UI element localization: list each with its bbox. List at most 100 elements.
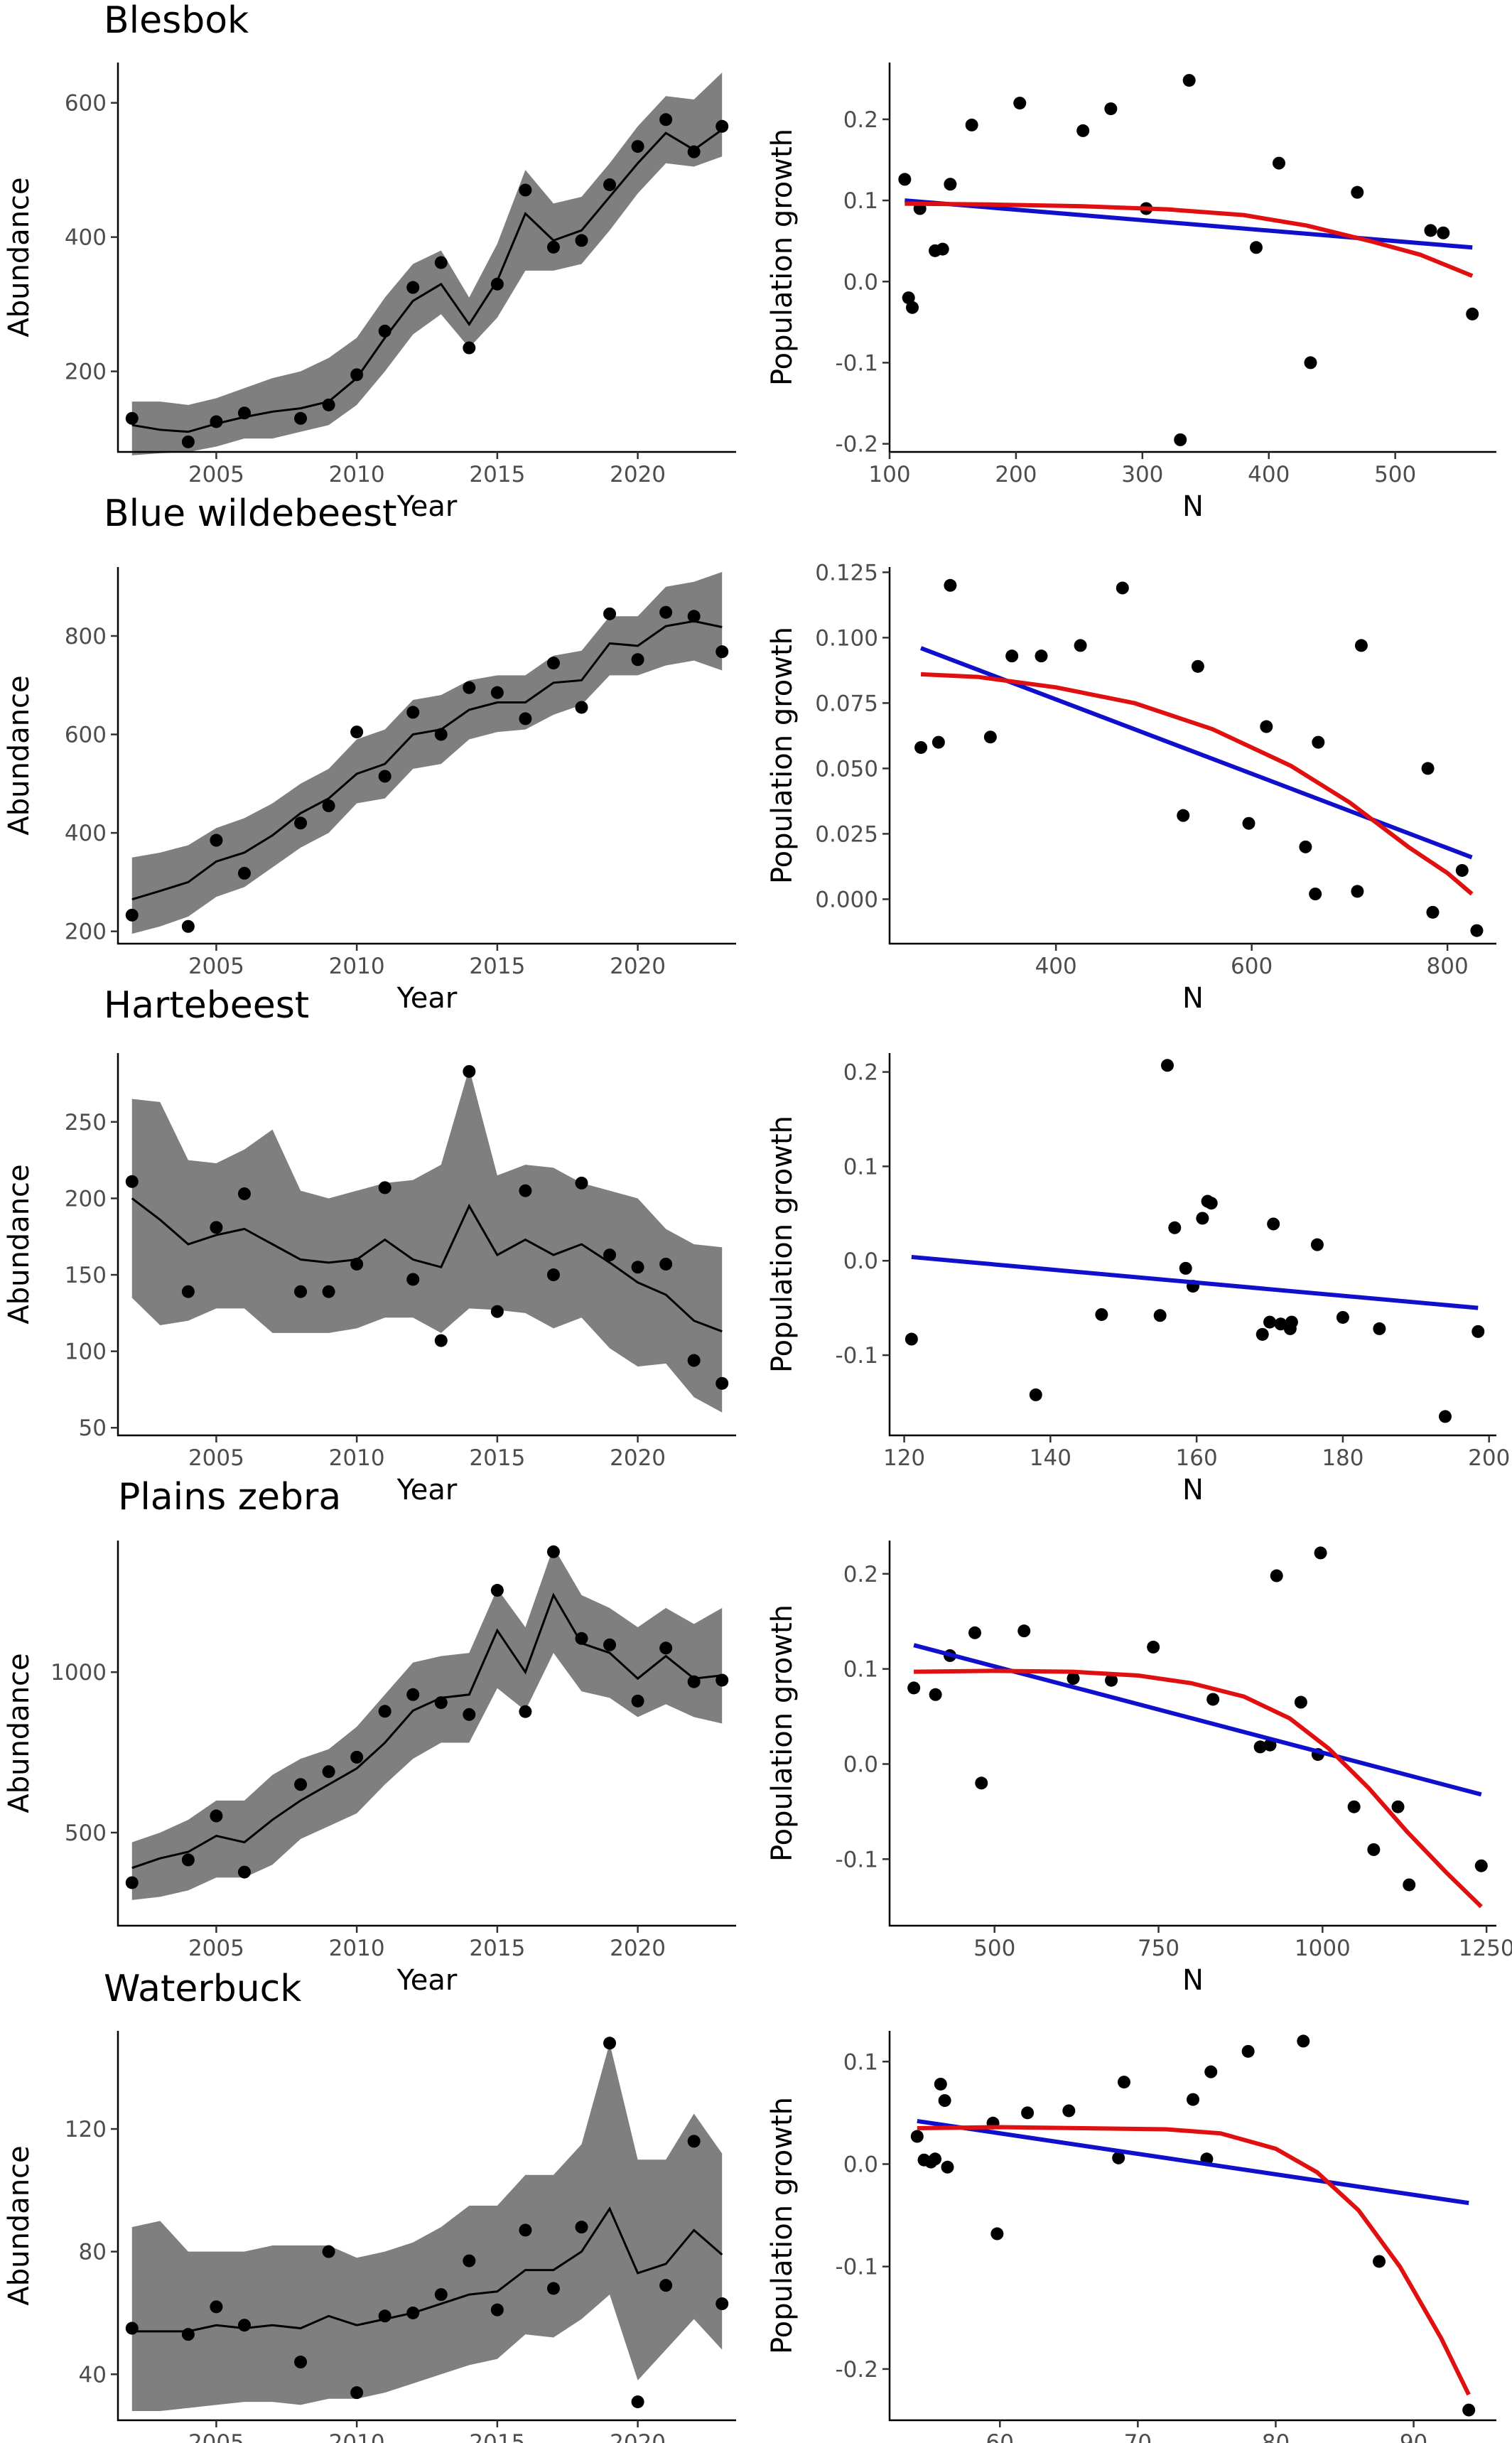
y-tick-label: -0.1 bbox=[836, 2255, 879, 2280]
y-tick-label: -0.1 bbox=[836, 350, 879, 376]
y-axis-title: Population growth bbox=[766, 1116, 799, 1373]
observed-point bbox=[322, 398, 335, 411]
observed-point bbox=[406, 706, 420, 719]
observed-point bbox=[434, 1334, 448, 1347]
data-point bbox=[944, 178, 957, 191]
data-point bbox=[1256, 1327, 1269, 1341]
observed-point bbox=[322, 2245, 335, 2258]
x-axis-title: N bbox=[1182, 1474, 1204, 1506]
data-point bbox=[1299, 840, 1312, 853]
x-tick-label: 2015 bbox=[469, 2430, 525, 2443]
y-tick-label: 0.100 bbox=[815, 625, 878, 651]
y-tick-label: 120 bbox=[65, 2117, 107, 2142]
panel-title: Blue wildebeest bbox=[104, 492, 397, 535]
observed-point bbox=[181, 435, 195, 448]
observed-point bbox=[687, 1675, 701, 1688]
panel-4-abundance: Hartebeest 2005 2010 2015 2020 50 100 150 200 250… bbox=[3, 984, 736, 1506]
y-tick-label: 0.0 bbox=[843, 1249, 878, 1274]
data-point bbox=[1249, 241, 1263, 254]
data-point bbox=[1160, 1059, 1174, 1072]
observed-point bbox=[181, 1285, 195, 1298]
x-tick-label: 2005 bbox=[188, 462, 244, 487]
observed-point bbox=[659, 2279, 673, 2292]
observed-point bbox=[631, 1261, 644, 1274]
y-tick-label: 0.1 bbox=[843, 188, 878, 214]
data-point bbox=[1351, 885, 1364, 898]
observed-point bbox=[546, 657, 560, 670]
panel-7-growth: 500 750 1000 1250 -0.1 0.0 0.1 0.2 N Population g… bbox=[766, 1541, 1512, 1997]
linear-fit-line bbox=[917, 2118, 1469, 2206]
data-point bbox=[941, 2160, 954, 2174]
x-tick-label: 80 bbox=[1262, 2430, 1290, 2443]
data-point bbox=[1074, 639, 1087, 652]
data-point bbox=[1017, 1624, 1031, 1638]
y-tick-label: 0.2 bbox=[843, 1562, 878, 1587]
x-axis-title: Year bbox=[396, 490, 458, 523]
y-tick-label: 0.1 bbox=[843, 1657, 878, 1683]
observed-point bbox=[434, 2288, 448, 2302]
data-point bbox=[1312, 735, 1325, 749]
data-point bbox=[902, 291, 915, 305]
data-point bbox=[983, 730, 997, 744]
observed-point bbox=[294, 411, 308, 425]
data-point bbox=[1466, 307, 1479, 320]
data-point bbox=[1182, 74, 1196, 87]
x-tick-label: 800 bbox=[1427, 954, 1469, 979]
data-point bbox=[934, 2077, 947, 2091]
data-point bbox=[1204, 2065, 1218, 2078]
data-point bbox=[1267, 1217, 1280, 1231]
data-point bbox=[1021, 2106, 1035, 2120]
data-point bbox=[906, 301, 919, 314]
observed-point bbox=[546, 1545, 560, 1558]
data-point bbox=[1403, 1878, 1416, 1892]
nonlinear-fit-curve bbox=[904, 201, 1474, 279]
observed-point bbox=[378, 2309, 392, 2323]
observed-point bbox=[322, 1765, 335, 1779]
y-tick-label: 250 bbox=[65, 1110, 107, 1136]
observed-point bbox=[406, 1688, 420, 1701]
observed-point bbox=[659, 1257, 673, 1271]
observed-point bbox=[210, 1809, 223, 1823]
observed-point bbox=[490, 2303, 504, 2317]
x-tick-label: 2020 bbox=[610, 954, 666, 979]
data-point bbox=[1105, 1673, 1118, 1687]
data-point bbox=[965, 118, 978, 131]
observed-point bbox=[463, 2254, 476, 2267]
y-tick-label: 200 bbox=[65, 360, 107, 385]
observed-point bbox=[463, 1064, 476, 1078]
x-tick-label: 2010 bbox=[329, 954, 385, 979]
data-point bbox=[1309, 888, 1322, 901]
data-point bbox=[968, 1626, 982, 1639]
observed-point bbox=[294, 2356, 308, 2369]
x-tick-label: 2015 bbox=[469, 1445, 525, 1471]
data-point bbox=[1204, 1197, 1218, 1210]
data-point bbox=[1095, 1307, 1108, 1321]
data-point bbox=[1260, 720, 1273, 733]
observed-point bbox=[237, 866, 251, 880]
nonlinear-fit-curve bbox=[917, 2125, 1471, 2396]
y-tick-label: -0.1 bbox=[836, 1847, 879, 1872]
linear-fit-line bbox=[911, 1254, 1479, 1310]
observed-point bbox=[210, 1221, 223, 1234]
y-tick-label: 0.0 bbox=[843, 269, 878, 295]
observed-point bbox=[603, 1638, 617, 1651]
observed-point bbox=[125, 2321, 139, 2335]
observed-point bbox=[716, 1376, 729, 1390]
y-axis-title: Abundance bbox=[3, 1653, 36, 1813]
x-tick-label: 2010 bbox=[329, 1445, 385, 1471]
data-point bbox=[1035, 649, 1048, 663]
y-tick-label: 0.125 bbox=[815, 560, 878, 586]
observed-point bbox=[350, 2386, 364, 2400]
observed-point bbox=[659, 605, 673, 619]
y-tick-label: 200 bbox=[65, 920, 107, 945]
x-tick-label: 1000 bbox=[1295, 1936, 1351, 1961]
observed-point bbox=[210, 415, 223, 428]
x-tick-label: 70 bbox=[1124, 2430, 1152, 2443]
observed-point bbox=[350, 726, 364, 739]
data-point bbox=[990, 2227, 1004, 2240]
y-tick-label: 0.050 bbox=[815, 756, 878, 782]
x-tick-label: 500 bbox=[973, 1936, 1015, 1961]
observed-point bbox=[210, 2300, 223, 2314]
panel-8-abundance: Waterbuck20052010201520204080120YearAbun… bbox=[3, 1968, 736, 2443]
